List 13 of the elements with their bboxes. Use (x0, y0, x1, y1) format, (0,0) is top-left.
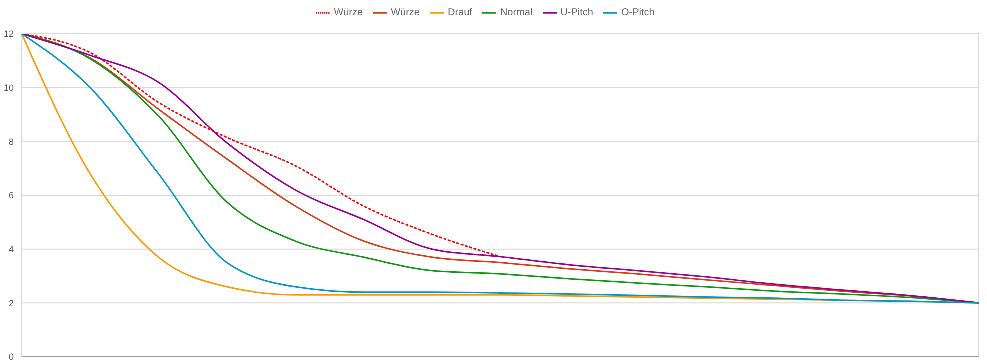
y-tick-label: 8 (8, 136, 14, 147)
legend-label: Würze (391, 8, 420, 19)
y-tick-label: 2 (8, 298, 14, 308)
y-tick-label: 0 (8, 352, 14, 362)
legend-label: O-Pitch (621, 8, 655, 19)
legend-label: Würze (334, 8, 364, 19)
y-tick-label: 4 (8, 244, 14, 255)
y-tick-label: 10 (4, 83, 14, 94)
y-tick-label: 12 (4, 29, 14, 40)
legend-label: Drauf (448, 8, 472, 19)
legend-label: Normal (500, 8, 533, 19)
y-tick-label: 6 (8, 190, 14, 201)
legend-label: U-Pitch (560, 8, 594, 19)
